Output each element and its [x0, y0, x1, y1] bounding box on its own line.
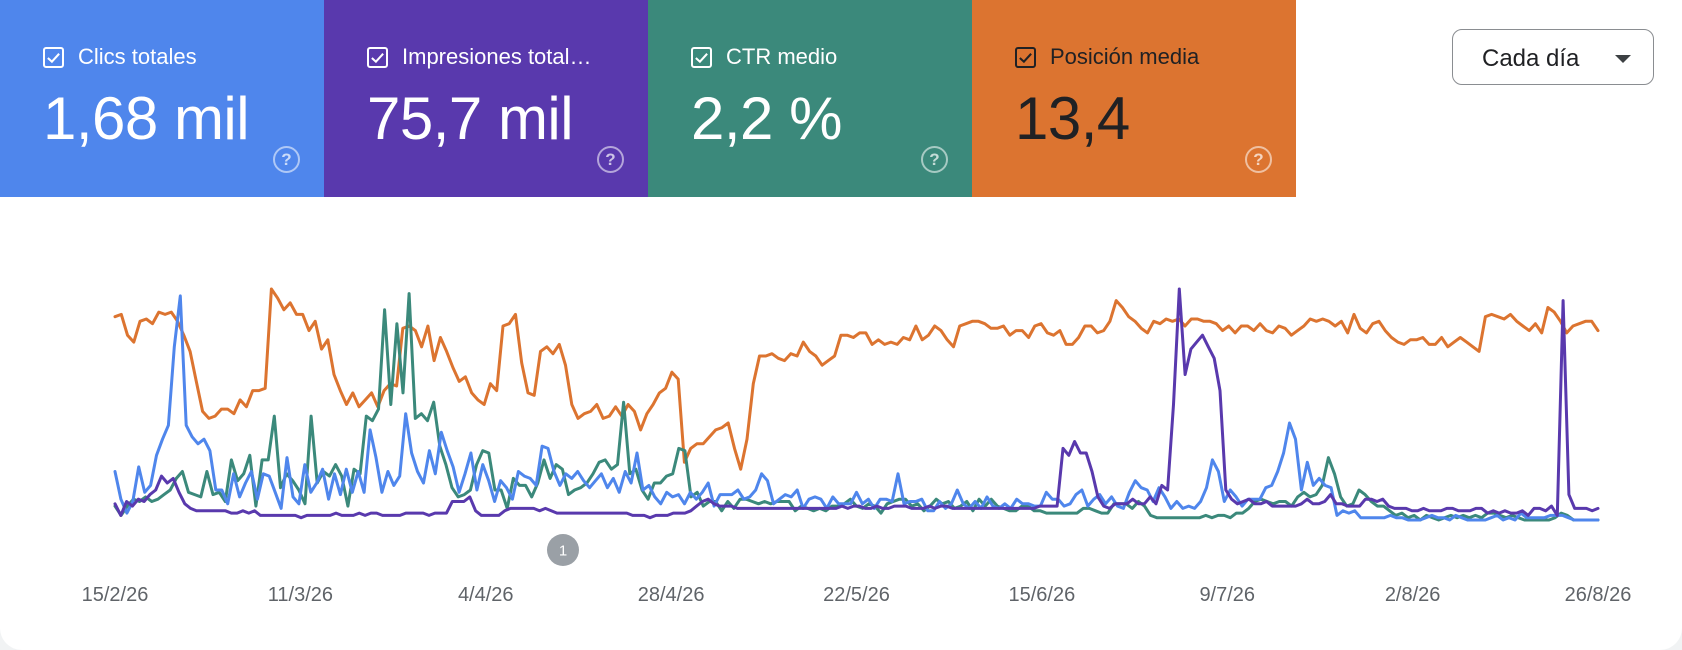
granularity-label: Cada día	[1482, 45, 1580, 72]
tile-value: 1,68 mil	[43, 85, 250, 152]
tile-position[interactable]: Posición media 13,4 ?	[972, 0, 1296, 197]
annotation-dot	[546, 534, 579, 566]
checkbox-icon[interactable]	[1015, 46, 1036, 68]
x-tick-label: 15/6/26	[1009, 584, 1076, 606]
help-icon[interactable]: ?	[273, 146, 300, 173]
tile-impressions[interactable]: Impresiones total… 75,7 mil ?	[324, 0, 648, 197]
series-line-position	[113, 287, 1600, 471]
x-tick-label: 4/4/26	[458, 584, 514, 606]
x-tick-label: 11/3/26	[268, 584, 333, 606]
tile-header: Clics totales	[43, 45, 197, 69]
series-line-clicks	[113, 294, 1600, 522]
checkbox-icon[interactable]	[43, 46, 64, 68]
annotation-label: 1	[559, 543, 567, 560]
help-icon[interactable]: ?	[597, 146, 624, 173]
tile-header: CTR medio	[691, 45, 837, 69]
tile-header: Impresiones total…	[367, 45, 592, 69]
x-tick-label: 15/2/26	[82, 584, 149, 606]
tile-label: Clics totales	[78, 44, 197, 69]
help-icon[interactable]: ?	[1245, 146, 1272, 173]
tile-value: 75,7 mil	[367, 85, 574, 152]
tile-clicks[interactable]: Clics totales 1,68 mil ?	[0, 0, 324, 197]
tile-ctr[interactable]: CTR medio 2,2 % ?	[648, 0, 972, 197]
checkbox-icon[interactable]	[691, 46, 712, 68]
performance-chart: 1 15/2/26 11/3/26 4/4/26 28/4/26 22/5/26 15/6/…	[82, 287, 1632, 606]
series-line-impressions	[113, 287, 1600, 520]
tile-label: Posición media	[1050, 44, 1200, 69]
x-tick-label: 28/4/26	[638, 584, 705, 606]
tile-label: Impresiones total…	[402, 44, 592, 69]
tile-value: 13,4	[1015, 85, 1130, 152]
checkbox-icon[interactable]	[367, 46, 388, 68]
granularity-select[interactable]: Cada día	[1452, 29, 1654, 85]
x-tick-label: 26/8/26	[1565, 584, 1632, 606]
tile-value: 2,2 %	[691, 85, 842, 152]
annotation-marker[interactable]: 1	[546, 534, 579, 566]
x-tick-label: 2/8/26	[1385, 584, 1441, 606]
x-tick-label: 9/7/26	[1199, 584, 1255, 606]
help-icon[interactable]: ?	[921, 146, 948, 173]
caret-down-icon	[1615, 55, 1631, 63]
metric-tiles: Clics totales 1,68 mil ? Impresiones tot…	[0, 0, 1296, 197]
tile-header: Posición media	[1015, 45, 1199, 69]
tile-label: CTR medio	[726, 44, 838, 69]
x-tick-label: 22/5/26	[823, 584, 890, 606]
